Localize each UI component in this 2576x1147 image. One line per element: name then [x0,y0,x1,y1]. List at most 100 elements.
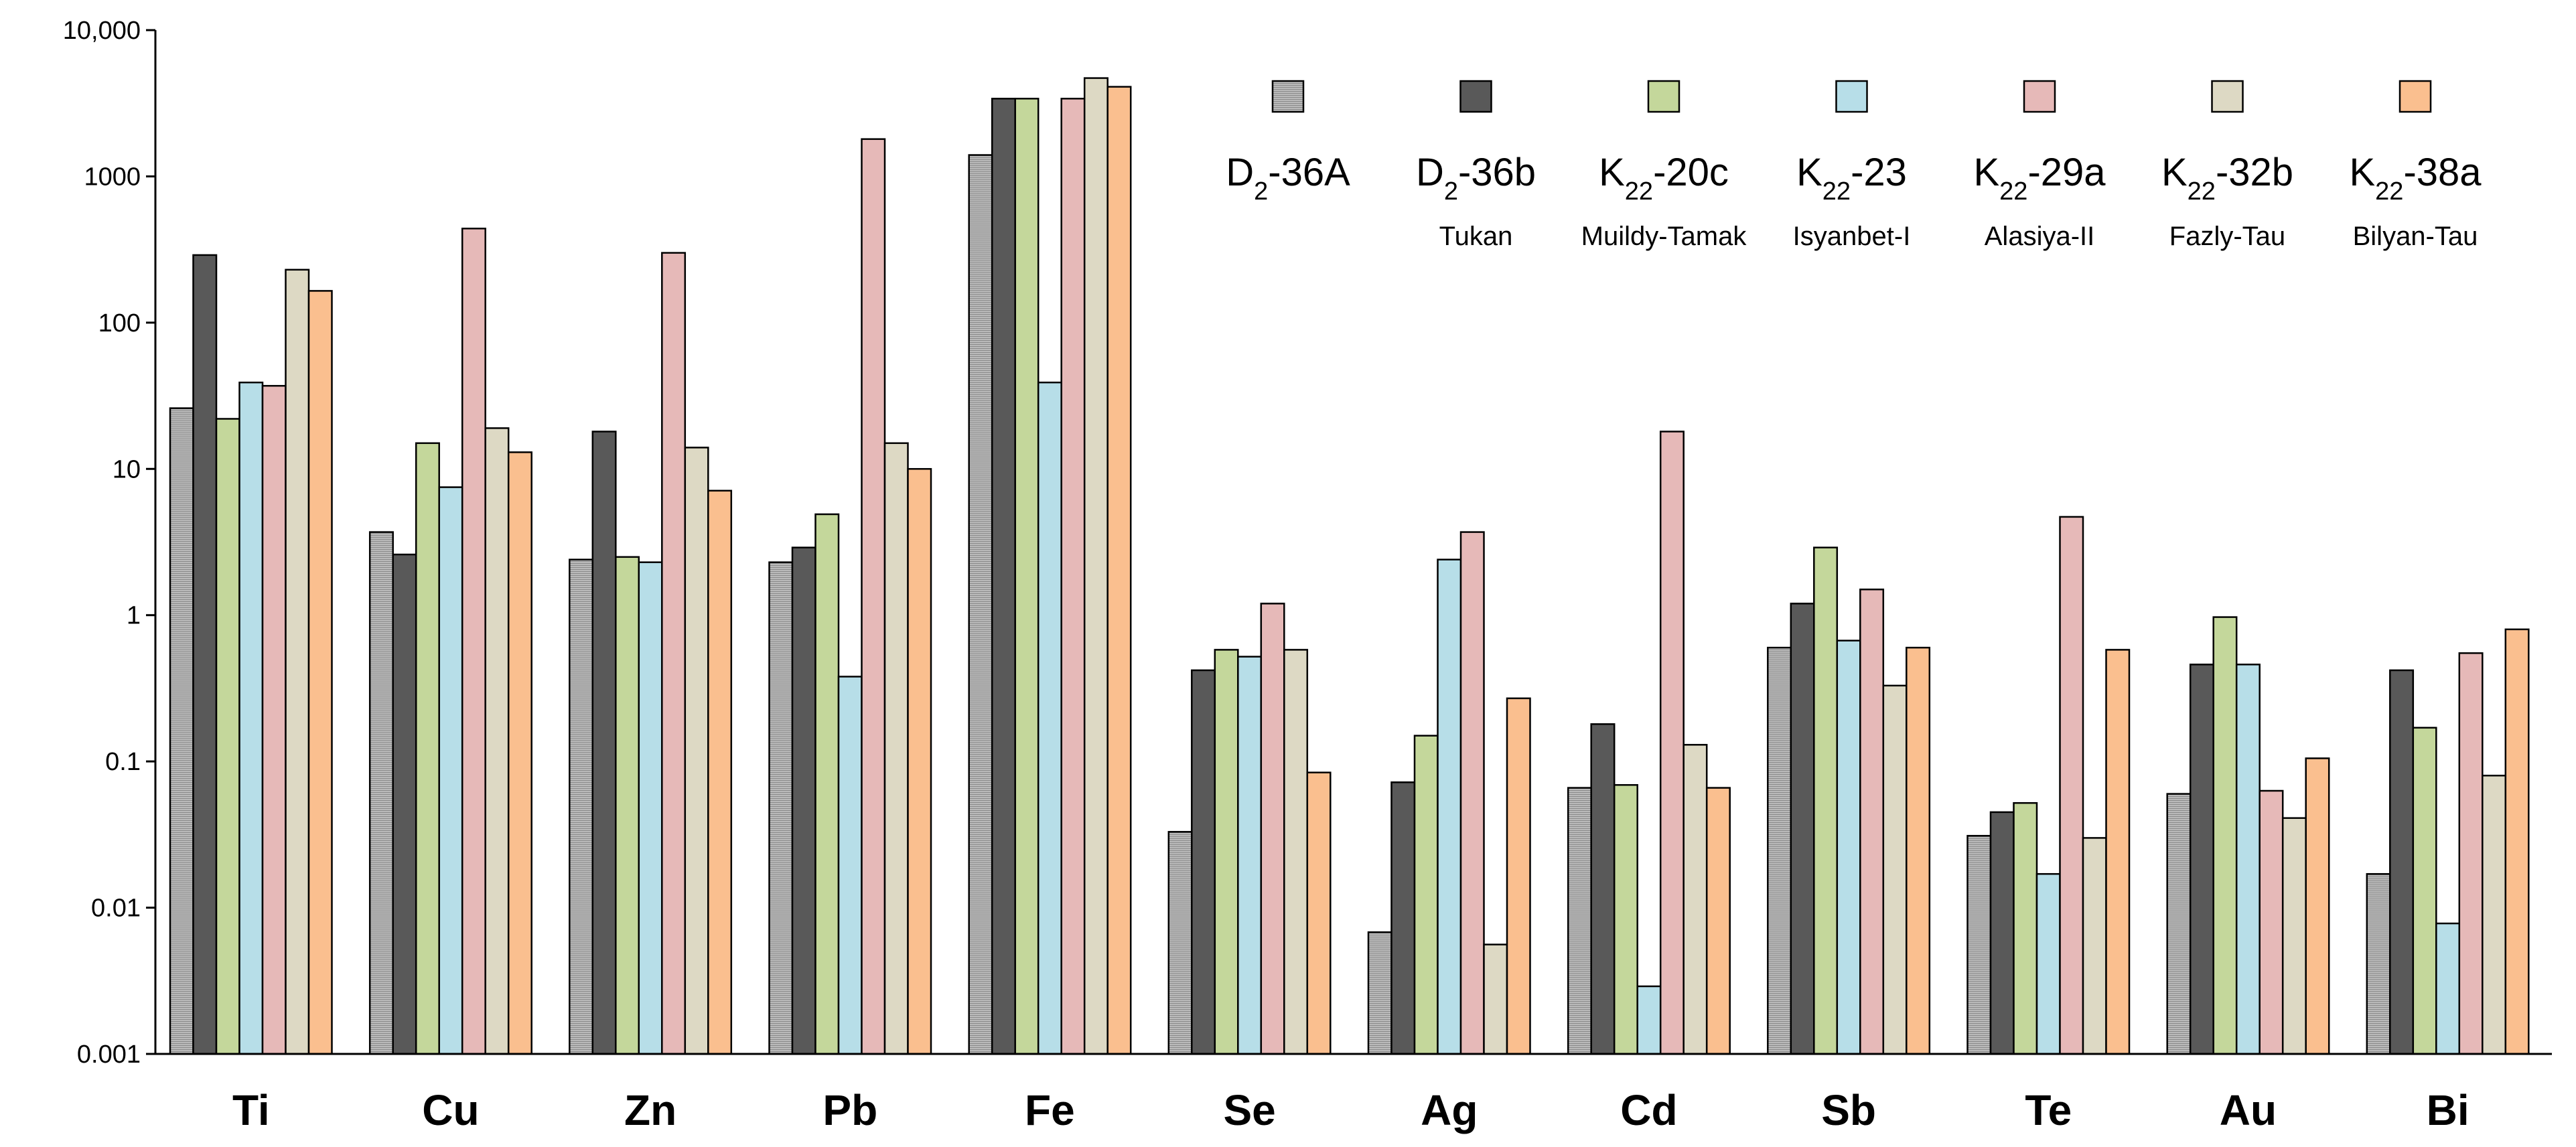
bar-fe-k-32b [1083,77,1108,1055]
bar-se-k-20c [1214,649,1239,1055]
legend-swatch-k-29a [2023,80,2056,113]
bar-ag-k-23 [1437,558,1462,1055]
x-tick-label-fe: Fe [1025,1086,1075,1134]
bar-se-k-23 [1237,656,1263,1055]
legend-location-k-32b: Fazly-Tau [2169,222,2285,251]
legend-label-k-38a: K22-38a [2349,151,2482,206]
axis-layer: 0.001 0.01 0.1 1 10 100 1000 10,000 Ti Cu Zn Pb Fe Se… [63,17,2552,1134]
legend-label-k-23: K22-23 [1796,151,1907,206]
bar-pb-k-38a [907,468,932,1055]
x-tick-label-cd: Cd [1620,1086,1677,1134]
bar-fe-k-29a [1060,98,1086,1055]
bar-pb-k-23 [837,676,863,1055]
bar-cu-k-20c [415,442,440,1055]
bar-se-d-36a [1167,831,1193,1055]
bar-cu-d-36a [368,531,394,1055]
bar-bi-d-36b [2389,669,2415,1055]
x-tick-label-ag: Ag [1421,1086,1478,1134]
bar-ag-k-29a [1459,531,1485,1055]
bar-se-k-32b [1283,649,1309,1055]
x-tick-label-pb: Pb [822,1086,877,1134]
bar-sb-d-36a [1767,646,1792,1055]
legend-swatch-k-23 [1835,80,1868,113]
bar-bi-k-32b [2482,775,2507,1055]
bar-cd-k-38a [1705,787,1731,1055]
y-tick-label: 100 [98,309,141,337]
bar-cu-k-38a [507,451,532,1055]
bar-cu-k-32b [484,427,510,1055]
y-tick-label: 1000 [84,163,141,191]
x-tick-label-ti: Ti [232,1086,270,1134]
y-tick-label: 1 [127,602,141,630]
legend-location-k-20c: Muildy-Tamak [1581,222,1747,251]
legend-label-k-29a: K22-29a [1973,151,2106,206]
bar-pb-k-29a [861,138,886,1055]
bar-au-k-32b [2281,817,2307,1055]
x-tick-label-au: Au [2220,1086,2277,1134]
bar-cd-d-36b [1590,723,1616,1055]
legend-label-d-36b: D2-36b [1416,151,1536,206]
bar-sb-k-23 [1836,639,1861,1055]
legend-label-d-36a: D2-36A [1226,151,1350,206]
bar-pb-d-36a [768,561,794,1055]
bar-ti-k-29a [261,384,287,1055]
legend-location-k-29a: Alasiya-II [1985,222,2095,251]
legend-label-k-32b: K22-32b [2161,151,2293,206]
bar-cd-k-20c [1613,784,1638,1055]
bar-ti-k-32b [285,269,310,1055]
bar-te-k-29a [2059,516,2084,1055]
bar-au-k-23 [2235,664,2261,1055]
bar-ti-k-23 [238,381,264,1055]
legend-swatch-k-20c [1647,80,1680,113]
bar-zn-k-29a [661,252,687,1055]
bar-au-k-20c [2212,616,2238,1055]
bar-cu-k-23 [438,486,463,1055]
bar-bi-k-29a [2458,652,2484,1055]
bar-se-k-38a [1306,771,1332,1055]
bar-ag-d-36b [1390,781,1416,1055]
bar-zn-k-23 [638,561,663,1055]
legend-location-k-38a: Bilyan-Tau [2353,222,2478,251]
bar-ti-k-38a [307,290,333,1055]
bar-te-k-20c [2013,801,2038,1055]
legend: D2-36A D2-36b Tukan K22-20c Muildy-Tamak K22-… [1226,80,2482,251]
y-tick-label: 0.1 [105,748,141,776]
bar-cd-k-23 [1636,985,1662,1055]
legend-swatch-d-36a [1271,80,1305,113]
bar-cd-k-32b [1683,744,1708,1055]
bar-cd-k-29a [1659,431,1685,1055]
bar-zn-k-32b [684,447,709,1055]
bar-cu-k-29a [461,228,486,1055]
legend-swatch-k-38a [2399,80,2432,113]
legend-swatch-d-36b [1459,80,1492,113]
bar-cd-d-36a [1567,787,1592,1055]
bar-zn-d-36b [591,431,617,1055]
bar-te-k-38a [2105,649,2131,1055]
bar-pb-k-20c [814,513,840,1055]
bar-bi-k-38a [2504,628,2530,1055]
bar-pb-k-32b [883,442,909,1055]
bar-au-d-36b [2189,664,2214,1055]
x-tick-label-se: Se [1223,1086,1275,1134]
bar-ag-k-32b [1483,943,1508,1055]
bar-bi-k-20c [2412,727,2437,1055]
legend-swatch-k-32b [2211,80,2244,113]
bar-ti-k-20c [215,418,240,1055]
bar-zn-k-38a [707,489,733,1055]
legend-location-k-23: Isyanbet-I [1793,222,1911,251]
bar-se-d-36b [1191,669,1216,1055]
bar-zn-k-20c [615,556,640,1055]
y-tick-label: 10 [113,455,141,483]
bar-bi-d-36a [2366,872,2391,1055]
x-tick-label-bi: Bi [2427,1086,2470,1134]
bar-au-k-38a [2305,757,2330,1055]
bar-ag-k-20c [1413,735,1439,1055]
bar-ag-d-36a [1367,931,1392,1055]
bar-zn-d-36a [569,558,594,1055]
bar-cu-d-36b [392,553,417,1055]
bar-sb-k-20c [1813,546,1839,1055]
legend-label-k-20c: K22-20c [1599,151,1729,206]
bar-se-k-29a [1260,603,1285,1055]
